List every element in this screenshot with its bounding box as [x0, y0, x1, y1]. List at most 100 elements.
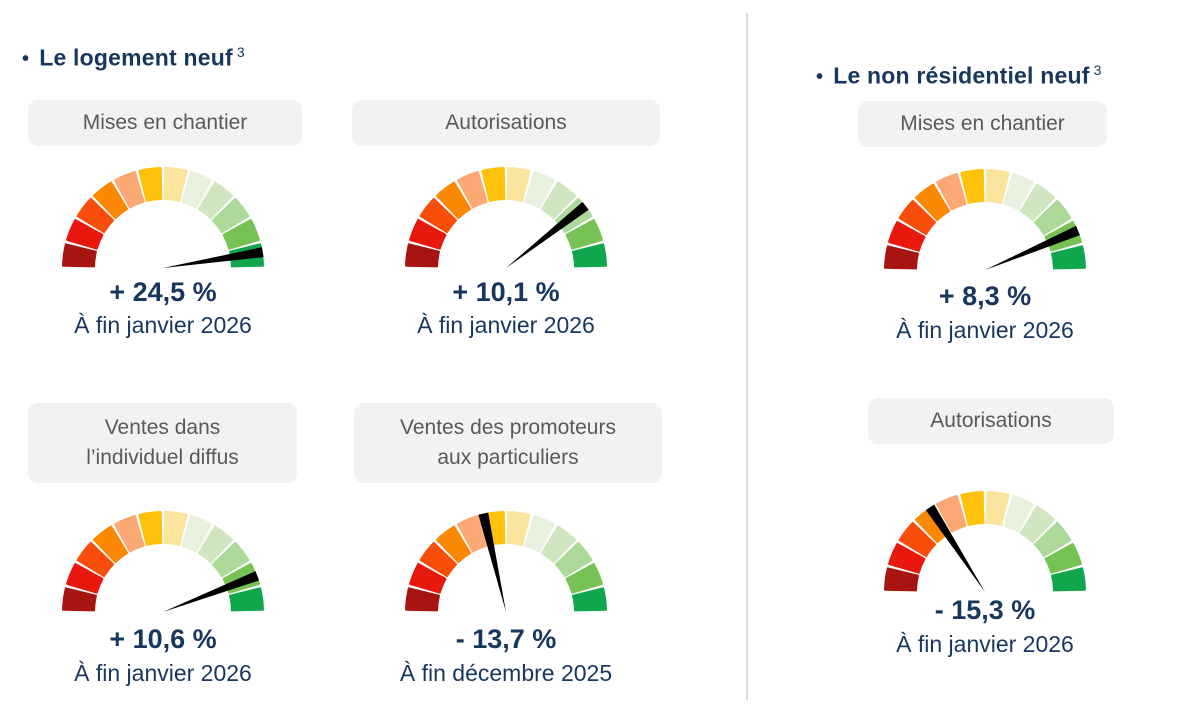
gauge-period: À fin janvier 2026 [417, 312, 595, 338]
gauge-needle [163, 247, 264, 268]
gauge-segment [435, 525, 472, 564]
gauge-segment [409, 218, 447, 250]
gauge-segment [113, 171, 145, 209]
gauge-segment [222, 218, 260, 250]
gauge-segment [163, 167, 188, 202]
gauge-segment [884, 567, 919, 592]
gauge-segment [935, 173, 967, 211]
gauge-segment [524, 171, 556, 209]
gauge-label-pill-mises-en-chantier-logement: Mises en chantier [28, 100, 302, 146]
gauge-segment [435, 181, 472, 220]
gauge-segment [92, 181, 129, 220]
gauge-segment [884, 245, 919, 270]
gauge-segment [211, 541, 250, 578]
section-title-left-text: Le logement neuf [39, 44, 233, 71]
gauge-value: + 10,1 % [452, 277, 560, 307]
gauge-segment [1033, 521, 1072, 558]
gauge-needle [163, 571, 260, 612]
gauge-segment [960, 169, 985, 204]
gauge-segment [456, 515, 488, 553]
gauge-segment [1051, 567, 1086, 592]
gauge-value: - 13,7 % [455, 624, 557, 654]
gauge-segment [76, 197, 115, 234]
gauge-segment [197, 525, 234, 564]
gauge-segment [888, 542, 926, 574]
gauge-segment [138, 511, 163, 546]
footnote-ref-left: 3 [236, 44, 245, 60]
gauge-needle [925, 504, 985, 592]
gauge-chart-ventes-individuel-diffus [62, 511, 264, 612]
gauge-period: À fin janvier 2026 [74, 660, 252, 686]
gauge-segment [419, 197, 458, 234]
gauge-segment [181, 515, 213, 553]
gauge-segment [163, 511, 188, 546]
gauge-label-pill-autorisations-non-residentiel: Autorisations [868, 398, 1114, 444]
gauge-segment [1019, 183, 1056, 222]
gauge-segment [572, 243, 607, 268]
gauge-segment [76, 541, 115, 578]
gauge-chart-ventes-promoteurs [405, 511, 607, 612]
section-title-right-text: Le non résidentiel neuf [833, 62, 1090, 89]
gauge-chart-mises-en-chantier-logement [62, 167, 264, 268]
gauge-segment [419, 541, 458, 578]
gauge-segment [405, 587, 440, 612]
gauge-segment [1044, 542, 1082, 574]
gauge-label-pill-ventes-individuel-diffus: Ventes dans l’individuel diffus [28, 403, 297, 483]
gauge-period: À fin janvier 2026 [896, 317, 1074, 343]
gauge-segment [1051, 245, 1086, 270]
gauge-segment [524, 515, 556, 553]
gauge-label-pill-ventes-promoteurs: Ventes des promoteurs aux particuliers [354, 403, 662, 483]
bullet-icon: • [816, 65, 824, 88]
gauge-segment [1033, 199, 1072, 236]
gauge-chart-mises-en-chantier-non-residentiel [884, 169, 1086, 270]
gauge-segment [92, 525, 129, 564]
section-title-left: • Le logement neuf 3 [22, 44, 245, 72]
gauge-segment [985, 169, 1010, 204]
gauge-segment [211, 197, 250, 234]
gauge-segment [540, 525, 577, 564]
gauge-value: + 24,5 % [109, 277, 217, 307]
gauge-needle [478, 512, 506, 612]
gauge-period: À fin janvier 2026 [896, 631, 1074, 657]
gauge-value: - 15,3 % [934, 595, 1036, 625]
gauge-label-pill-autorisations-logement: Autorisations [352, 100, 660, 146]
gauge-segment [572, 587, 607, 612]
bullet-icon: • [22, 47, 30, 70]
gauge-segment [113, 515, 145, 553]
section-title-right: • Le non résidentiel neuf 3 [816, 62, 1102, 90]
gauge-needle [506, 201, 589, 268]
gauge-segment [506, 511, 531, 546]
gauge-segment [181, 171, 213, 209]
gauge-segment [229, 587, 264, 612]
gauge-label-pill-mises-en-chantier-non-residentiel: Mises en chantier [858, 101, 1107, 147]
gauge-segment [898, 521, 937, 558]
footnote-ref-right: 3 [1093, 62, 1102, 78]
gauge-segment [898, 199, 937, 236]
gauge-period: À fin janvier 2026 [74, 312, 252, 338]
gauge-segment [481, 167, 506, 202]
gauge-value: + 8,3 % [938, 281, 1032, 311]
gauge-segment [985, 491, 1010, 526]
gauge-segment [565, 218, 603, 250]
gauge-segment [540, 181, 577, 220]
gauge-segment [914, 183, 951, 222]
gauge-segment [1003, 495, 1035, 533]
gauge-segment [456, 171, 488, 209]
gauge-segment [1003, 173, 1035, 211]
gauge-segment [66, 562, 104, 594]
gauge-segment [66, 218, 104, 250]
gauge-segment [409, 562, 447, 594]
gauge-segment [197, 181, 234, 220]
gauge-segment [960, 491, 985, 526]
gauge-segment [565, 562, 603, 594]
gauge-value: + 10,6 % [109, 624, 217, 654]
gauge-segment [62, 587, 97, 612]
gauge-period: À fin décembre 2025 [399, 660, 613, 686]
gauge-chart-autorisations-non-residentiel [884, 491, 1086, 592]
gauge-segment [1019, 505, 1056, 544]
gauge-needle [985, 225, 1080, 270]
section-divider [746, 13, 748, 700]
gauge-segment [506, 167, 531, 202]
gauge-segment [62, 243, 97, 268]
gauge-segment [888, 220, 926, 252]
